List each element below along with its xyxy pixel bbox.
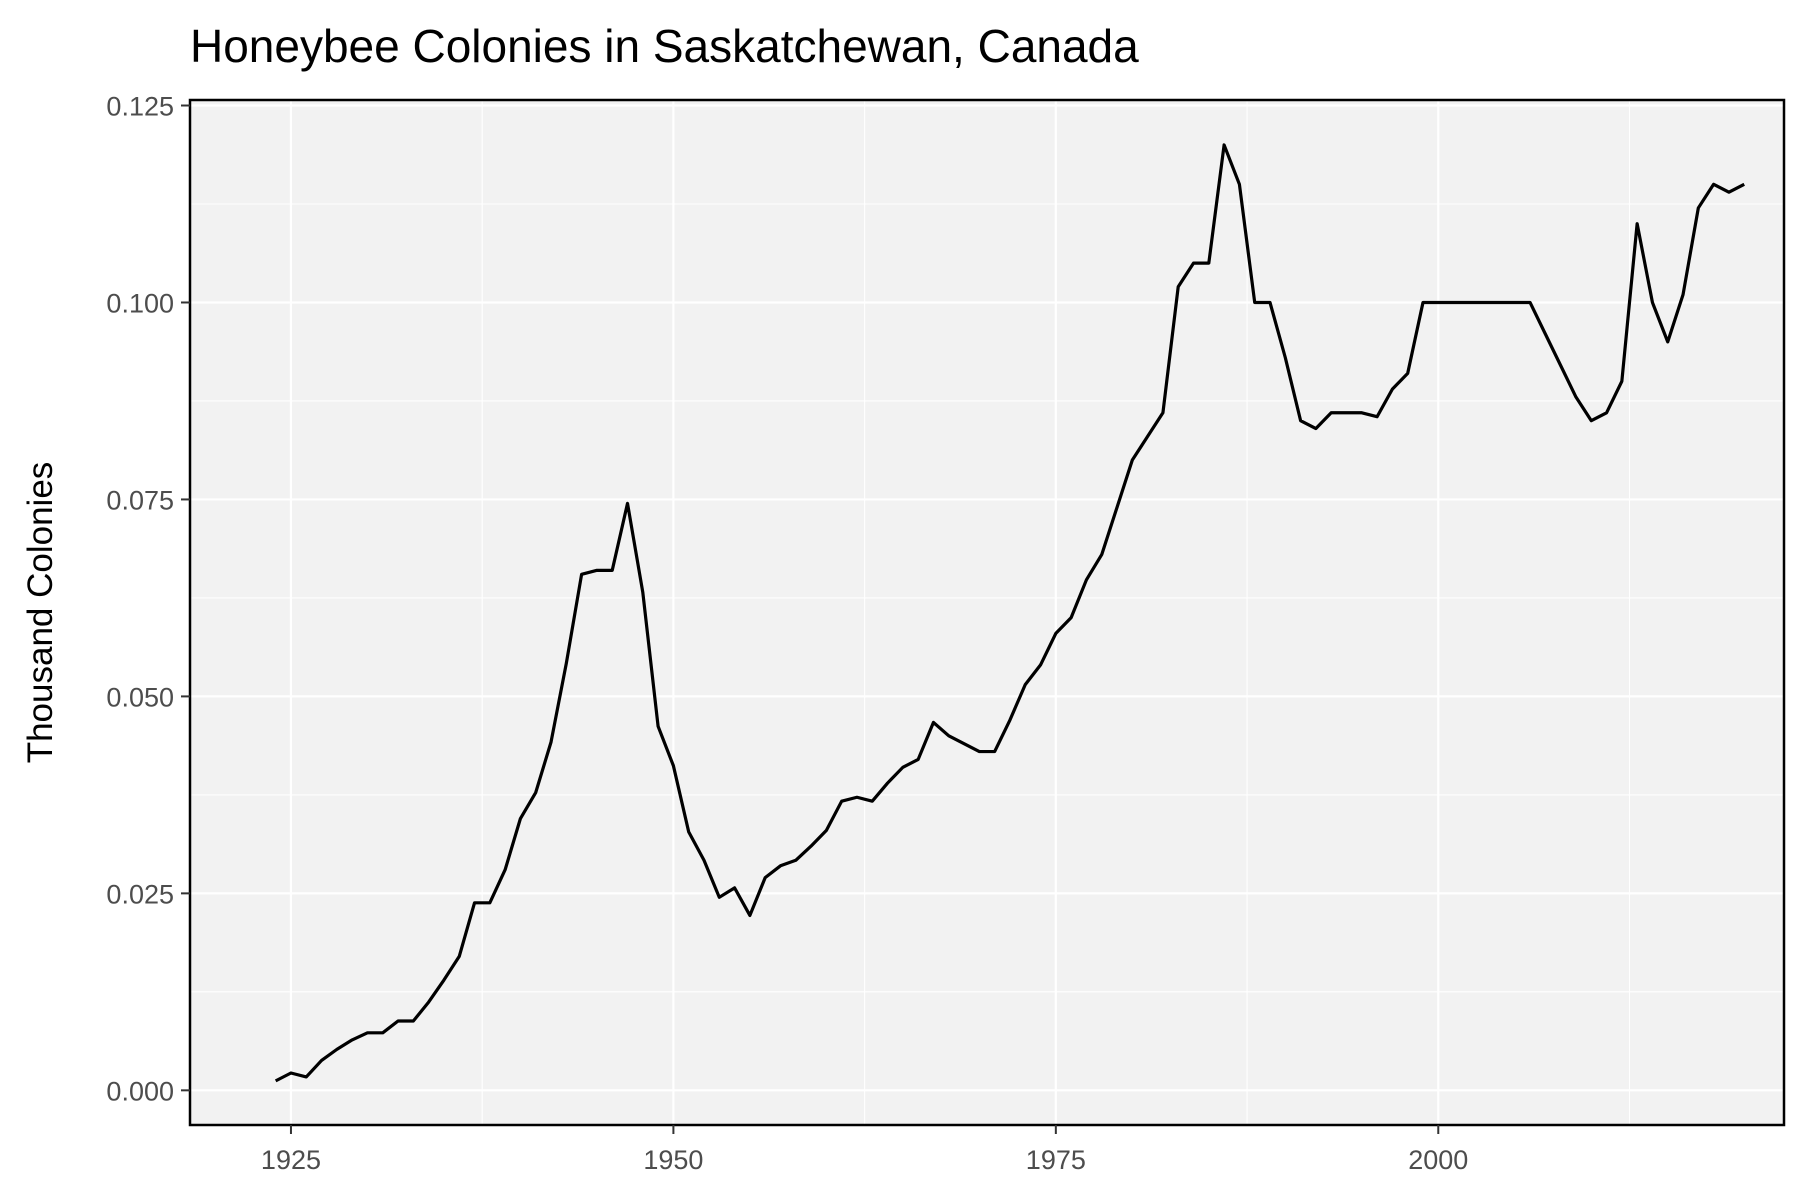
series-line	[274, 143, 1745, 1083]
plot-panel	[190, 100, 1784, 1125]
y-tick-label: 0.050	[106, 682, 174, 712]
y-axis: 0.000 0.025 0.050 0.075 0.100 0.125	[106, 92, 190, 1106]
x-tick-label: 1975	[1026, 1145, 1086, 1175]
x-tick-label: 1950	[643, 1145, 703, 1175]
major-gridlines	[190, 100, 1784, 1125]
x-axis: 1925 1950 1975 2000	[261, 1125, 1468, 1175]
y-tick-label: 0.100	[106, 288, 174, 318]
y-tick-label: 0.025	[106, 879, 174, 909]
x-tick-label: 2000	[1408, 1145, 1468, 1175]
y-axis-label: Thousand Colonies	[21, 462, 60, 764]
y-tick-label: 0.125	[106, 92, 174, 122]
plot-border	[188, 98, 1786, 1127]
y-tick-label: 0.000	[106, 1076, 174, 1106]
chart-title: Honeybee Colonies in Saskatchewan, Canad…	[190, 20, 1139, 72]
minor-gridlines	[190, 100, 1784, 1125]
x-tick-label: 1925	[261, 1145, 321, 1175]
y-tick-label: 0.075	[106, 485, 174, 515]
